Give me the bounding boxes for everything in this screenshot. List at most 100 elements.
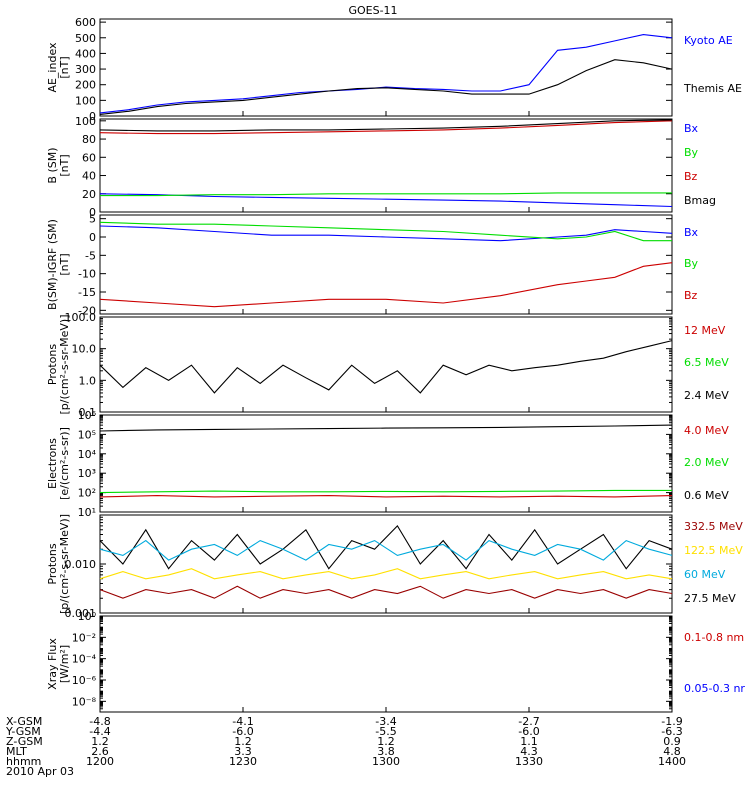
y-tick-label: 0.1 — [79, 406, 97, 419]
x-axis-row-label: X-GSM — [6, 715, 42, 728]
series-line-bx — [99, 225, 673, 242]
y-tick-label: 100 — [75, 115, 96, 128]
x-axis-value: 1300 — [372, 755, 400, 768]
panel-protons-low: 0.001 0.010 Protons [p/(cm²-s-sr-MeV)] 332.5… — [46, 514, 743, 620]
y-tick-label: -10 — [78, 268, 96, 281]
x-axis-value: -6.0 — [232, 725, 253, 738]
legend-entry: 60 MeV — [684, 568, 726, 581]
x-axis-row-label: Z-GSM — [6, 735, 43, 748]
y-axis-label: B(SM)-IGRF (SM) — [46, 219, 59, 310]
y-tick-label: 100 — [75, 94, 96, 107]
y-tick-label: 10.0 — [72, 343, 97, 356]
x-axis-value: 1200 — [86, 755, 114, 768]
panel-xray: 10⁻⁸ 10⁻⁶ 10⁻⁴ 10⁻² 10⁰ Xray Flux [W/m²] 0.1-0.… — [46, 610, 745, 713]
y-axis-label: [nT] — [58, 253, 71, 275]
y-tick-label: 60 — [82, 151, 96, 164]
legend-entry: Kyoto AE — [684, 34, 733, 47]
x-axis-value: 3.3 — [234, 745, 252, 758]
y-axis-label: B (SM) — [46, 147, 59, 183]
y-tick-label: -5 — [85, 249, 96, 262]
legend-entry: 2.4 MeV — [684, 389, 729, 402]
y-tick-label: 5 — [89, 213, 96, 226]
series-line-332-5-mev — [99, 585, 673, 599]
series-line-4-0-mev — [99, 495, 673, 498]
series-line-bmag — [99, 119, 673, 132]
y-tick-label: 10⁻⁸ — [72, 695, 97, 708]
panel-frame — [99, 514, 673, 614]
y-axis-label: Xray Flux — [46, 638, 59, 690]
y-tick-label: 80 — [82, 133, 96, 146]
x-axis-value: -6.3 — [661, 725, 682, 738]
y-tick-label: 10⁻⁴ — [72, 653, 97, 666]
y-tick-label: 10¹ — [78, 506, 96, 519]
y-tick-label: 10⁻⁶ — [72, 674, 97, 687]
panel-frame — [99, 316, 673, 413]
x-axis-value: 3.8 — [377, 745, 395, 758]
legend-entry: 2.0 MeV — [684, 456, 729, 469]
y-tick-label: 300 — [75, 63, 96, 76]
y-tick-label: 600 — [75, 16, 96, 29]
y-tick-label: 10⁵ — [78, 428, 96, 441]
y-tick-label: 500 — [75, 32, 96, 45]
legend-entry: 122.5 MeV — [684, 544, 743, 557]
y-axis-label: AE_index — [46, 42, 59, 93]
y-axis-label: [p/(cm²-s-sr-MeV)] — [58, 514, 71, 614]
panel-electrons: 10¹ 10² 10³ 10⁴ 10⁵ 10⁶ Electrons [e/(cm²-s-sr)… — [46, 409, 729, 519]
y-tick-label: 0 — [89, 231, 96, 244]
x-axis-value: 0.9 — [663, 735, 681, 748]
y-tick-label: 200 — [75, 79, 96, 92]
panel-protons-high: 0.1 1.0 10.0 100.0 Protons [p/(cm²-s-sr-MeV)]… — [46, 311, 729, 419]
legend-entry: 0.05-0.3 nr — [684, 682, 745, 695]
y-tick-label: 10⁶ — [78, 409, 97, 422]
x-axis-value: -5.5 — [375, 725, 396, 738]
y-axis-label: [e/(cm²-s-sr)] — [58, 427, 71, 500]
x-axis-value: -4.8 — [89, 715, 110, 728]
panel-b-field: 0 20 40 60 80 100 B (SM) [nT] Bx By Bz Bmag — [46, 115, 716, 219]
legend-entry: Bz — [684, 170, 698, 183]
x-axis-value: 2.6 — [91, 745, 109, 758]
legend-entry: Bx — [684, 226, 699, 239]
panel-frame — [99, 615, 673, 713]
x-axis-value: 4.8 — [663, 745, 681, 758]
series-line-27-5-mev — [99, 525, 673, 570]
y-axis-label: [nT] — [58, 56, 71, 78]
series-line-themis-ae — [99, 59, 673, 115]
y-axis-label: [nT] — [58, 154, 71, 176]
y-tick-label: 40 — [82, 170, 96, 183]
y-tick-label: 10² — [78, 487, 96, 500]
series-line-122-5-mev — [99, 568, 673, 580]
y-tick-label: 10⁴ — [78, 448, 97, 461]
series-line-bx — [99, 193, 673, 208]
y-tick-label: 0 — [89, 206, 96, 219]
panel-frame — [99, 118, 673, 213]
legend-entry: 12 MeV — [684, 324, 726, 337]
series-line-0-6-mev — [99, 424, 673, 432]
y-tick-label: 1.0 — [79, 374, 97, 387]
series-line-60-mev — [99, 539, 673, 561]
x-axis-row-label: hhmm — [6, 755, 41, 768]
y-axis-label: Electrons — [46, 438, 59, 489]
panel-b-minus-igrf: -20 -15 -10 -5 0 5 B(SM)-IGRF (SM) [nT] Bx By Bz — [46, 213, 699, 318]
series-line-by — [99, 221, 672, 242]
x-axis-value: 1.1 — [520, 735, 538, 748]
x-axis-value: -3.4 — [375, 715, 396, 728]
y-tick-label: 10³ — [78, 467, 96, 480]
series-line-2-4-mev — [99, 340, 673, 394]
y-axis-label: Protons — [46, 543, 59, 584]
x-axis-row-label: MLT — [6, 745, 27, 758]
x-axis-value: -6.0 — [518, 725, 539, 738]
legend-entry: By — [684, 257, 699, 270]
legend-entry: Bx — [684, 122, 699, 135]
y-tick-label: -15 — [78, 286, 96, 299]
legend-entry: Bmag — [684, 194, 716, 207]
x-axis-value: 4.3 — [520, 745, 538, 758]
y-tick-label: 20 — [82, 188, 96, 201]
x-axis-row-label: 2010 Apr 03 — [6, 765, 74, 778]
x-axis-value: -1.9 — [661, 715, 682, 728]
series-line-kyoto-ae — [99, 34, 673, 114]
legend-entry: Bz — [684, 289, 698, 302]
legend-entry: Themis AE — [683, 82, 742, 95]
